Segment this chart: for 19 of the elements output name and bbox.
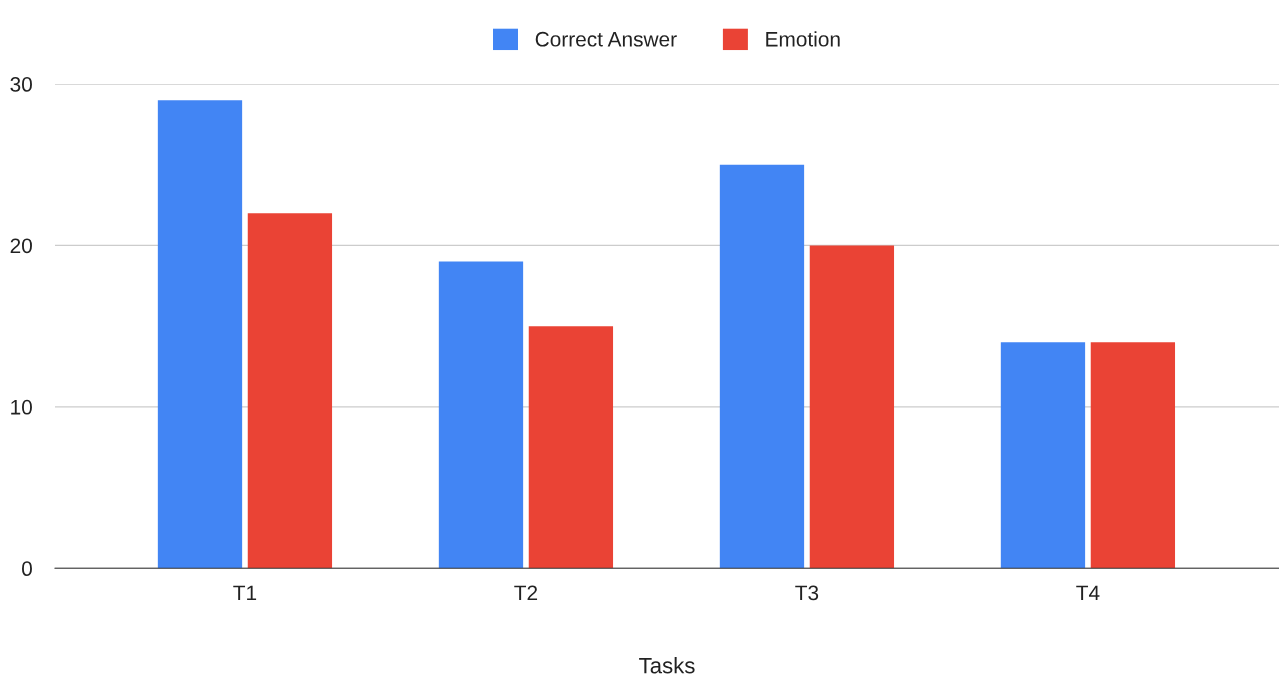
bar: [157, 100, 243, 569]
y-tick-label: 10: [11, 399, 32, 415]
bar: [1000, 342, 1086, 569]
x-tick-label: T1: [233, 585, 257, 601]
bar: [438, 261, 524, 569]
y-tick-label: 20: [10, 238, 32, 254]
legend-label: Correct Answer: [535, 31, 677, 47]
legend-label: Emotion: [766, 31, 840, 47]
bar: [809, 245, 895, 569]
x-axis-title: Tasks: [639, 657, 695, 674]
bar: [1090, 342, 1176, 569]
x-tick-label: T2: [514, 585, 538, 601]
y-tick-label: 0: [22, 561, 32, 577]
x-tick-label: T3: [795, 585, 819, 601]
y-tick-label: 30: [10, 77, 32, 92]
bar: [528, 326, 614, 569]
x-tick-label: T4: [1076, 585, 1100, 601]
bar: [719, 164, 805, 569]
bar: [247, 213, 333, 569]
